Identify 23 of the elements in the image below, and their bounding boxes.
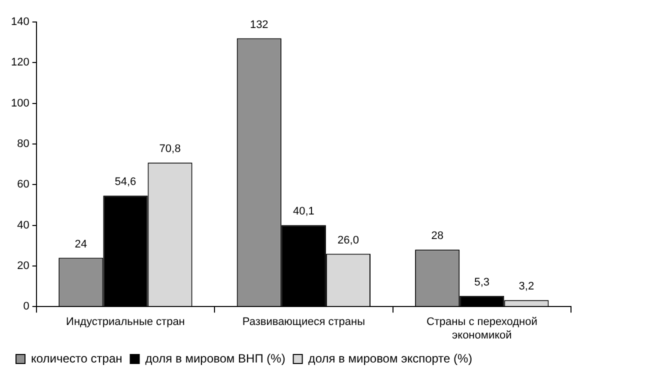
y-tick-label: 20 [17, 260, 30, 272]
y-tick-label: 120 [10, 56, 30, 69]
data-label: 40,1 [292, 206, 314, 218]
data-label: 3,2 [518, 280, 534, 293]
x-tick-label: Страны с переходной экономикой [426, 316, 538, 342]
y-tick-label: 80 [17, 138, 30, 150]
x-tick-label: Развивающиеся страны [242, 316, 366, 328]
data-label: 132 [250, 18, 268, 31]
y-tick-label: 0 [23, 300, 30, 313]
y-tick-label: 40 [17, 219, 30, 232]
data-label: 26,0 [338, 234, 359, 246]
legend-label: доля в мировом ВНП (%) [145, 351, 286, 366]
data-label: 54,6 [114, 176, 136, 188]
x-tick-label: Индустриальные стран [66, 316, 185, 328]
y-tick-label: 100 [10, 97, 30, 110]
y-tick-label: 60 [17, 178, 30, 191]
legend-label: количесто стран [31, 351, 122, 366]
legend-label: доля в мировом экспорте (%) [308, 351, 472, 366]
data-label: 28 [431, 230, 444, 242]
y-tick-label: 140 [10, 16, 30, 28]
data-label: 70,8 [159, 143, 181, 156]
data-label: 24 [74, 238, 88, 250]
data-label: 5,3 [474, 276, 490, 288]
